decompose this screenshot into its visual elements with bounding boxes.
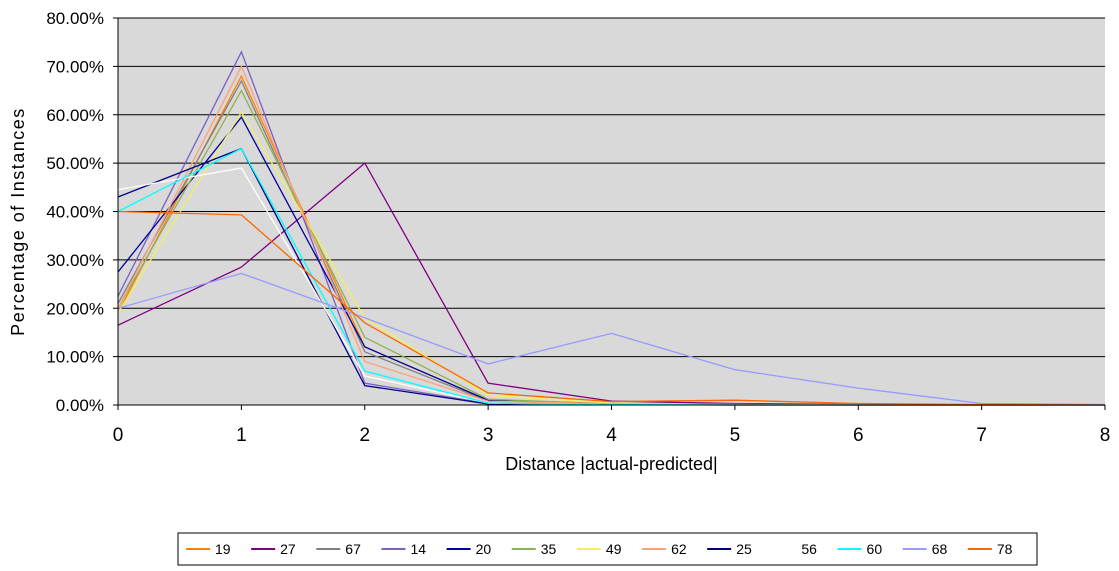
x-tick-label: 2 bbox=[359, 425, 370, 446]
legend-label-62: 62 bbox=[671, 541, 687, 557]
x-tick-label: 4 bbox=[606, 425, 617, 446]
y-axis-title: Percentage of Instances bbox=[8, 107, 28, 336]
legend-label-35: 35 bbox=[541, 541, 557, 557]
legend-label-19: 19 bbox=[215, 541, 231, 557]
axes: 0.00% 10.00% 20.00% 30.00% 40.00% 50.00% 60.00… bbox=[46, 9, 1110, 446]
y-tick-label: 60.00% bbox=[46, 106, 104, 125]
x-tick-label: 5 bbox=[730, 425, 741, 446]
legend-label-56: 56 bbox=[801, 541, 817, 557]
legend-label-25: 25 bbox=[736, 541, 752, 557]
y-tick-label: 50.00% bbox=[46, 154, 104, 173]
series-line-78 bbox=[117, 210, 1106, 406]
x-tick-label: 3 bbox=[483, 425, 494, 446]
x-axis-title: Distance |actual-predicted| bbox=[505, 454, 717, 474]
legend: 19 27 67 14 20 35 49 62 25 56 60 68 78 bbox=[177, 532, 1038, 566]
legend-label-67: 67 bbox=[345, 541, 361, 557]
x-tick-label: 7 bbox=[976, 425, 987, 446]
y-tick-label: 40.00% bbox=[46, 203, 104, 222]
y-tick-label: 20.00% bbox=[46, 299, 104, 318]
y-tick-label: 80.00% bbox=[46, 9, 104, 28]
x-tick-label: 6 bbox=[853, 425, 864, 446]
y-tick-label: 0.00% bbox=[56, 396, 104, 415]
legend-label-14: 14 bbox=[410, 541, 426, 557]
legend-label-27: 27 bbox=[280, 541, 296, 557]
legend-label-60: 60 bbox=[867, 541, 883, 557]
x-tick-label: 8 bbox=[1100, 425, 1111, 446]
y-tick-label: 70.00% bbox=[46, 57, 104, 76]
legend-label-68: 68 bbox=[932, 541, 948, 557]
legend-label-49: 49 bbox=[606, 541, 622, 557]
y-tick-label: 30.00% bbox=[46, 251, 104, 270]
legend-label-78: 78 bbox=[997, 541, 1013, 557]
series-line-68 bbox=[117, 272, 1106, 406]
gridlines bbox=[118, 17, 1105, 358]
y-tick-label: 10.00% bbox=[46, 348, 104, 367]
x-tick-label: 0 bbox=[113, 425, 124, 446]
x-tick-label: 1 bbox=[236, 425, 247, 446]
legend-label-20: 20 bbox=[476, 541, 492, 557]
